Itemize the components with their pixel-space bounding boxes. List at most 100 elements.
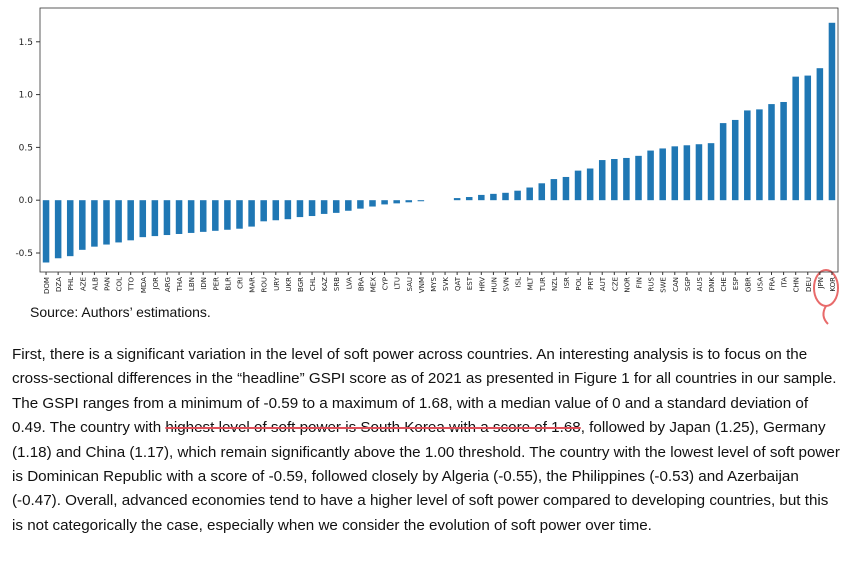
x-tick-label: KOR [829, 277, 837, 292]
bar [562, 176, 570, 201]
bar [224, 200, 231, 230]
bar [490, 193, 497, 201]
x-tick-label: EST [466, 276, 474, 290]
x-tick-label: SAU [406, 277, 414, 292]
y-tick-label: 1.0 [19, 91, 34, 101]
x-tick-label: BRA [357, 277, 365, 291]
bar [598, 160, 606, 201]
bar [42, 200, 50, 263]
bar [574, 170, 582, 201]
bar [707, 143, 715, 201]
x-tick-label: ROU [261, 277, 269, 293]
x-tick-label: KAZ [321, 277, 329, 291]
paragraph-text: First, there is a significant variation … [12, 346, 837, 437]
x-tick-label: PHL [67, 277, 75, 290]
bar [381, 200, 388, 205]
bar [647, 150, 654, 201]
x-tick-label: CHN [793, 277, 801, 292]
x-tick-label: QAT [454, 276, 462, 291]
bar [465, 197, 473, 201]
paragraph: First, there is a significant variation … [12, 343, 842, 538]
x-tick-label: UKR [285, 277, 293, 292]
bar [284, 200, 292, 220]
y-tick-label: 0.0 [19, 196, 34, 206]
bar [357, 200, 364, 209]
bar [320, 200, 328, 214]
bar [91, 200, 98, 247]
bar [54, 200, 62, 259]
bar [453, 198, 461, 201]
bar [405, 200, 413, 203]
bar [478, 194, 485, 201]
x-tick-label: URY [273, 276, 281, 291]
bar [502, 192, 509, 201]
bar [345, 200, 352, 211]
bar [816, 68, 824, 201]
x-tick-label: LTU [394, 277, 402, 289]
bar [586, 168, 594, 201]
bar [780, 101, 787, 201]
bar [719, 123, 727, 201]
bar [236, 200, 243, 229]
x-tick-label: MAR [249, 277, 257, 293]
bar [828, 22, 836, 201]
x-tick-label: HUN [490, 277, 498, 293]
bar [296, 200, 304, 218]
bar [804, 75, 812, 201]
x-tick-label: AZE [79, 277, 87, 291]
x-tick-label: CZE [611, 277, 619, 291]
x-tick-label: CHL [309, 277, 317, 291]
bar [792, 76, 799, 201]
x-tick-label: MEX [370, 277, 378, 292]
x-tick-label: AUS [696, 276, 704, 291]
bar [199, 200, 207, 232]
bar [79, 200, 86, 250]
annotation-tail [822, 305, 829, 325]
x-tick-label: LBN [188, 277, 196, 291]
bar [163, 200, 171, 236]
y-tick-label: -0.5 [15, 249, 33, 259]
bar [756, 109, 763, 201]
x-tick-label: COL [116, 277, 124, 291]
x-tick-label: SVK [442, 277, 450, 291]
bar [538, 183, 546, 201]
bar [744, 110, 751, 201]
x-tick-label: TUR [539, 277, 547, 292]
bar [332, 200, 340, 213]
paragraph-text: , followed by Japan (1.25), Germany (1.1… [12, 419, 840, 534]
bar [417, 200, 425, 202]
x-tick-label: ISL [515, 277, 523, 288]
x-tick-label: MYS [430, 276, 438, 291]
x-tick-label: PRT [587, 276, 595, 290]
y-tick-label: 1.5 [19, 38, 33, 48]
bar [103, 200, 110, 245]
bar [212, 200, 219, 231]
x-tick-label: LVA [345, 277, 353, 289]
x-tick-label: TTO [128, 277, 136, 292]
x-tick-label: RUS [648, 276, 656, 291]
bar [139, 200, 147, 238]
plot-frame [39, 7, 839, 273]
highlighted-text: highest level of soft power is South Kor… [165, 419, 581, 437]
y-tick-label: 0.5 [19, 143, 33, 153]
bar [659, 148, 666, 201]
bar [731, 119, 739, 201]
x-tick-label: ISR [563, 277, 571, 289]
x-tick-label: GBR [744, 277, 752, 292]
x-tick-label: SGP [684, 277, 692, 291]
bar [272, 200, 280, 221]
bar [260, 200, 267, 222]
bar [115, 200, 122, 243]
bar [695, 144, 703, 201]
x-tick-label: DEU [805, 277, 813, 292]
x-tick-label: SRB [333, 277, 341, 291]
x-tick-label: DOM [43, 277, 51, 294]
bar [514, 190, 521, 201]
x-tick-label: DZA [55, 277, 63, 292]
x-tick-label: SWE [660, 277, 668, 293]
x-tick-label: THA [176, 277, 184, 293]
x-tick-label: JOR [152, 277, 160, 291]
bar [187, 200, 195, 233]
x-tick-label: FRA [769, 277, 777, 291]
